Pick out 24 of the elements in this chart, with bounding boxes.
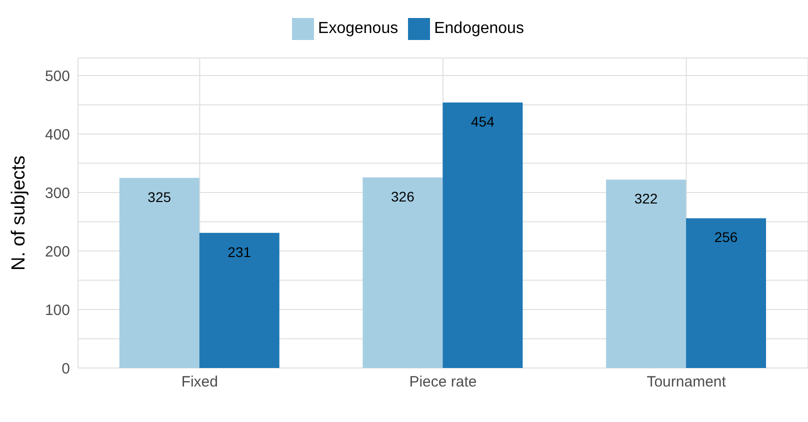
x-tick-label: Piece rate — [409, 374, 477, 391]
y-tick-label: 500 — [44, 68, 70, 85]
x-tick-label: Tournament — [646, 374, 727, 391]
x-tick-label: Fixed — [181, 374, 218, 391]
data-label: 256 — [714, 229, 738, 246]
bar — [119, 178, 200, 368]
y-axis-title: N. of subjects — [8, 155, 30, 271]
bar — [442, 102, 523, 368]
data-label: 454 — [471, 113, 495, 130]
y-tick-label: 200 — [44, 243, 70, 260]
y-tick-label: 100 — [44, 302, 70, 319]
bar — [362, 177, 443, 368]
data-label: 326 — [391, 188, 415, 204]
bar — [686, 218, 766, 368]
legend-label: Endogenous — [434, 20, 524, 38]
bar — [606, 180, 686, 368]
data-label: 322 — [634, 190, 658, 207]
data-label: 325 — [148, 188, 172, 205]
data-label: 231 — [228, 244, 252, 260]
bar — [199, 232, 280, 368]
legend-label: Exogenous — [318, 20, 398, 38]
y-tick-label: 0 — [62, 360, 70, 378]
y-tick-label: 300 — [44, 184, 70, 202]
y-tick-label: 400 — [44, 126, 70, 144]
